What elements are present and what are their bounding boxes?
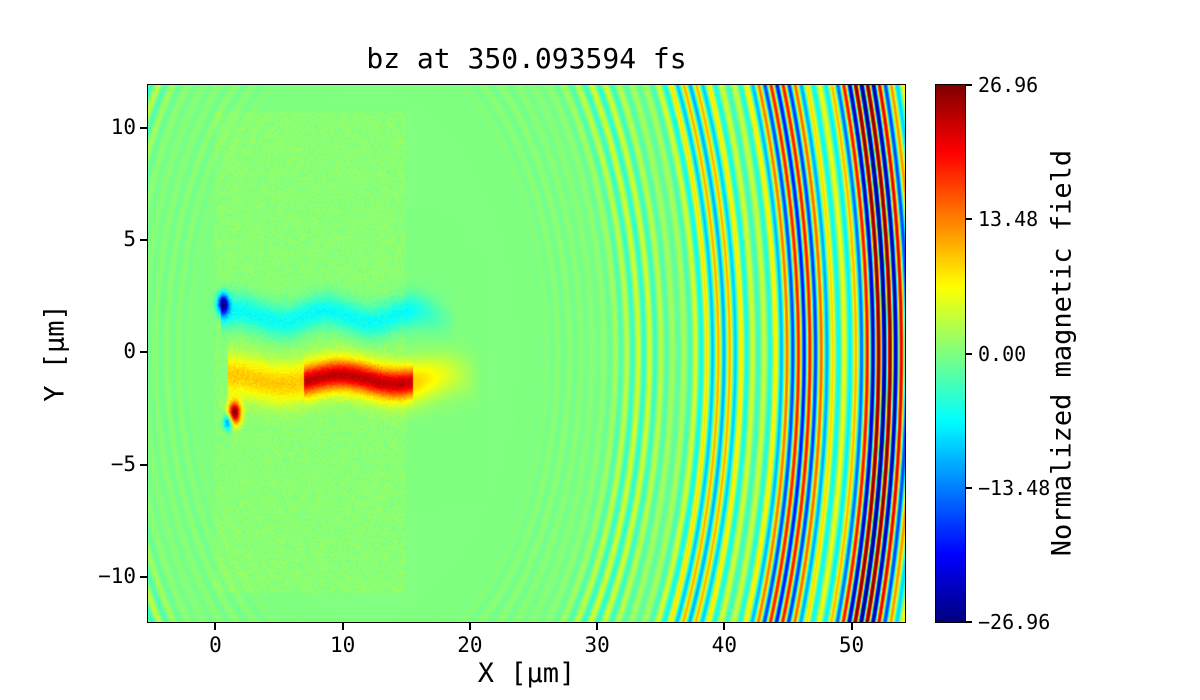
y-tick xyxy=(140,239,147,242)
x-tick xyxy=(596,623,599,630)
x-axis-label: X [μm] xyxy=(477,658,576,689)
y-tick xyxy=(140,576,147,579)
colorbar xyxy=(935,84,966,623)
y-tick xyxy=(140,126,147,129)
colorbar-tick xyxy=(966,621,972,623)
colorbar-tick xyxy=(966,218,972,221)
x-tick-label: 40 xyxy=(711,633,737,657)
plot-title: bz at 350.093594 fs xyxy=(366,42,687,75)
x-tick-label: 20 xyxy=(457,633,483,657)
y-tick-label: −10 xyxy=(98,564,136,589)
y-tick-label: 10 xyxy=(110,114,136,139)
colorbar-tick xyxy=(966,486,972,489)
x-tick-label: 30 xyxy=(584,633,610,657)
plot-area xyxy=(147,84,906,623)
colorbar-tick-label: 0.00 xyxy=(978,341,1027,366)
colorbar-tick xyxy=(966,352,972,355)
y-tick xyxy=(140,351,147,354)
x-tick xyxy=(468,623,471,630)
y-tick xyxy=(140,463,147,466)
colorbar-label: Normalized magnetic field xyxy=(1046,149,1078,557)
x-tick-label: 50 xyxy=(838,633,865,657)
colorbar-tick-label: −13.48 xyxy=(978,475,1051,500)
colorbar-tick-label: 13.48 xyxy=(978,207,1039,232)
colorbar-tick-label: −26.96 xyxy=(978,610,1051,634)
colorbar-tick xyxy=(966,84,972,86)
x-tick xyxy=(214,623,217,630)
x-tick xyxy=(723,623,726,630)
y-axis-label: Y [μm] xyxy=(39,304,71,402)
x-tick-label: 10 xyxy=(330,633,356,657)
y-tick-label: 0 xyxy=(123,339,136,364)
y-tick-label: 5 xyxy=(123,227,136,252)
x-tick xyxy=(341,623,344,630)
y-tick-label: −5 xyxy=(110,451,136,476)
colorbar-canvas xyxy=(936,85,965,622)
x-tick-label: 0 xyxy=(209,633,222,657)
x-tick xyxy=(850,623,853,630)
heatmap-canvas xyxy=(148,85,905,622)
colorbar-tick-label: 26.96 xyxy=(978,73,1039,97)
